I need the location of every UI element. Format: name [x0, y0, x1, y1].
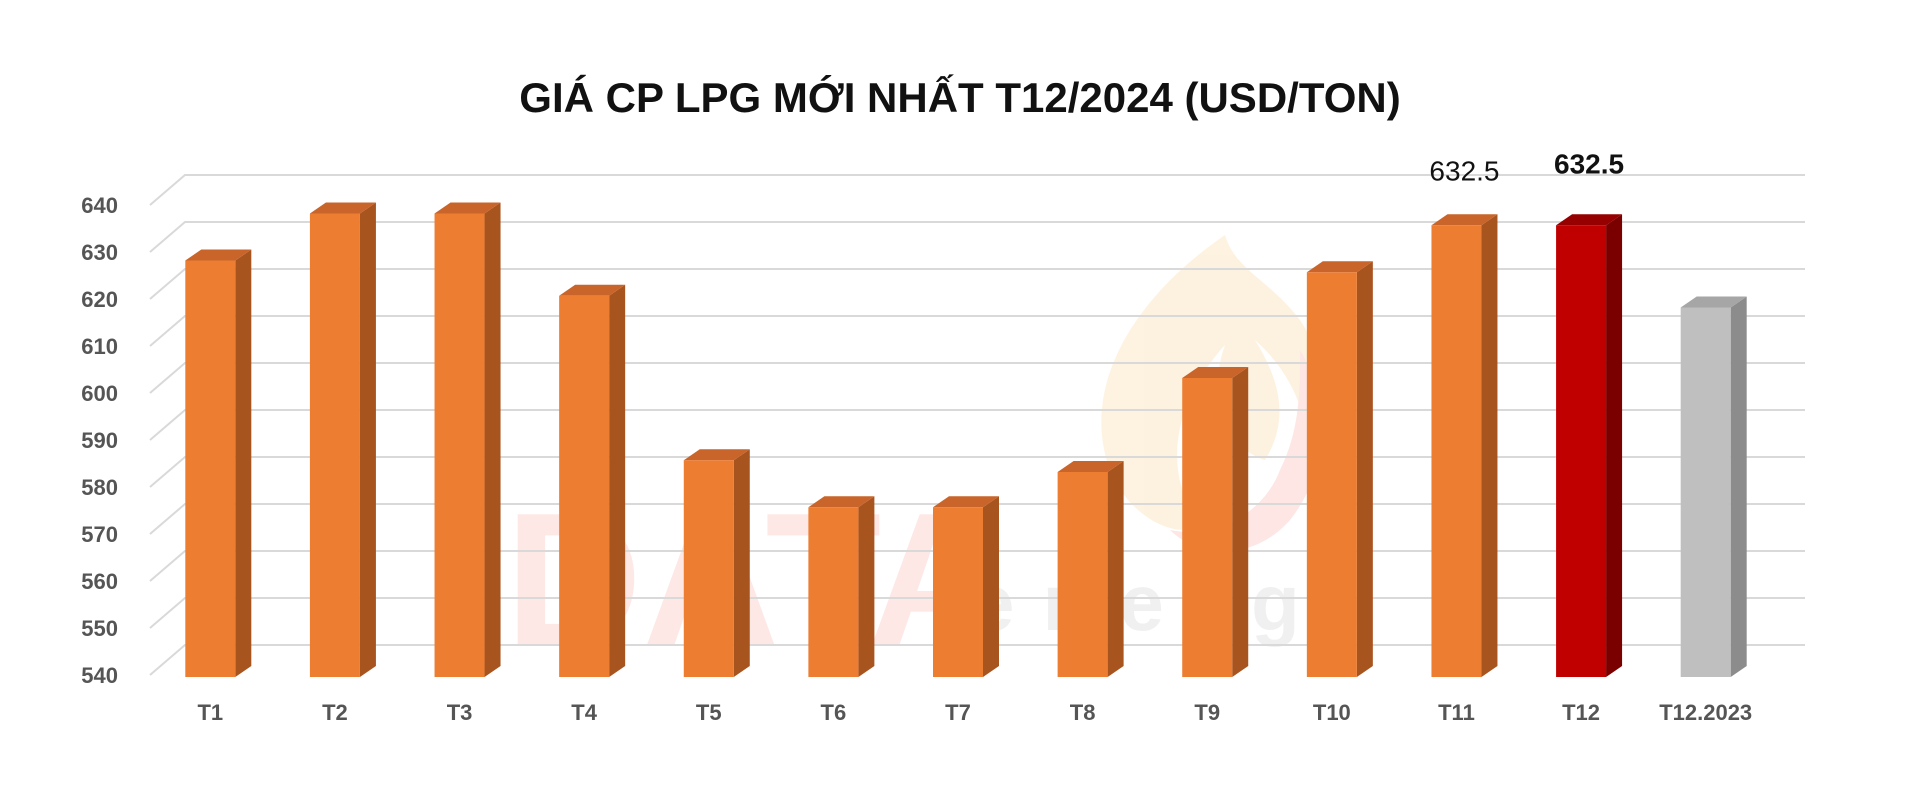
y-tick-label-590: 590 [81, 428, 118, 453]
data-labels: 632.5 632.5 [1429, 148, 1624, 186]
bar-top-face [1057, 461, 1124, 472]
gridline-560 [149, 550, 1805, 582]
gridline-590 [149, 409, 1805, 441]
bar-T9 [1182, 367, 1249, 677]
bar-front-face [309, 213, 360, 677]
bar-side-face [359, 202, 376, 677]
y-tick-label-640: 640 [81, 193, 118, 218]
x-tick-label-T7: T7 [945, 700, 971, 725]
x-tick-label-T6: T6 [821, 700, 847, 725]
y-tick-label-560: 560 [81, 569, 118, 594]
bar-top-face [808, 496, 875, 508]
bar-side-face [484, 202, 501, 677]
bar-T8 [1057, 461, 1124, 677]
bar-T6 [808, 496, 875, 677]
bar-side-face [1730, 296, 1747, 677]
gridline-550 [149, 597, 1805, 629]
x-tick-label-T3: T3 [447, 700, 473, 725]
x-tick-label-T10: T10 [1313, 700, 1351, 725]
bar-front-face [1306, 272, 1357, 677]
bar-top-face [185, 249, 252, 261]
bar-top-face [1680, 296, 1747, 308]
y-tick-label-550: 550 [81, 616, 118, 641]
y-tick-label-620: 620 [81, 287, 118, 312]
bar-highlight-T12 [1556, 214, 1623, 677]
bar-front-face [185, 260, 236, 677]
bar-top-face [1431, 214, 1498, 226]
bar-previous-year-T12.2023 [1680, 296, 1747, 677]
bar-top-face [1182, 367, 1249, 378]
watermark-brand-sub: energy [970, 558, 1400, 647]
bar-front-face [683, 460, 734, 677]
gridline-610 [149, 315, 1805, 347]
gridline-580 [149, 456, 1805, 488]
gridline-570 [149, 503, 1805, 535]
bar-T10 [1306, 261, 1373, 677]
x-tick-label-T9: T9 [1194, 700, 1220, 725]
bar-side-face [609, 284, 626, 677]
bar-top-face [309, 202, 376, 214]
bar-front-face [1431, 225, 1482, 677]
x-tick-label-T8: T8 [1070, 700, 1096, 725]
bar-front-face [434, 213, 485, 677]
bar-T3 [434, 202, 501, 677]
gridline-600 [149, 362, 1805, 394]
bar-front-face [933, 507, 983, 677]
bar-T4 [559, 284, 626, 677]
bar-side-face [235, 249, 252, 677]
bar-T2 [309, 202, 376, 677]
y-tick-label-610: 610 [81, 334, 118, 359]
bar-T11 [1431, 214, 1498, 677]
bar-side-face [1481, 214, 1498, 677]
x-axis: T1 T2 T3 T4 T5 T6 T7 T8 T9 T10 T11 T12 T12.2023 [197, 700, 1752, 725]
bars [185, 202, 1747, 677]
x-tick-label-T4: T4 [571, 700, 597, 725]
grid [149, 174, 1805, 676]
y-tick-label-630: 630 [81, 240, 118, 265]
bar-top-face [1306, 261, 1373, 273]
x-tick-label-T11: T11 [1438, 700, 1475, 725]
bar-side-face [1606, 214, 1623, 677]
bar-top-face [933, 496, 999, 508]
data-label-T11: 632.5 [1429, 155, 1499, 186]
gridline-620 [149, 268, 1805, 300]
bar-side-face [983, 496, 999, 677]
bar-front-face [1556, 225, 1607, 677]
bar-top-face [434, 202, 501, 214]
y-tick-label-580: 580 [81, 475, 118, 500]
bar-side-face [1232, 367, 1249, 677]
bar-side-face [858, 496, 875, 677]
bar-T5 [683, 449, 750, 677]
x-tick-label-T5: T5 [696, 700, 722, 725]
bar-side-face [733, 449, 750, 677]
x-tick-label-T2: T2 [322, 700, 348, 725]
bar-top-face [1556, 214, 1623, 226]
bar-top-face [683, 449, 750, 461]
data-label-T12: 632.5 [1554, 148, 1624, 179]
bar-T7 [933, 496, 999, 677]
bar-T1 [185, 249, 252, 677]
gridline-640 [149, 174, 1805, 206]
bar-top-face [559, 284, 626, 296]
gridline-540 [149, 644, 1805, 676]
y-tick-label-540: 540 [81, 663, 118, 688]
gridline-630 [149, 221, 1805, 253]
y-tick-label-570: 570 [81, 522, 118, 547]
bar-side-face [1107, 461, 1124, 677]
y-axis: 540 550 560 570 580 590 600 610 620 630 640 [81, 193, 118, 688]
y-tick-label-600: 600 [81, 381, 118, 406]
bar-front-face [1182, 378, 1233, 677]
bar-front-face [1057, 472, 1108, 677]
chart-title: GIÁ CP LPG MỚI NHẤT T12/2024 (USD/TON) [519, 73, 1400, 121]
bar-front-face [1680, 307, 1731, 677]
x-tick-label-T12: T12 [1562, 700, 1600, 725]
x-tick-label-T1: T1 [197, 700, 223, 725]
bar-side-face [1356, 261, 1373, 677]
bar-front-face [559, 295, 610, 677]
x-tick-label-T12.2023: T12.2023 [1659, 700, 1752, 725]
bar-front-face [808, 507, 859, 677]
